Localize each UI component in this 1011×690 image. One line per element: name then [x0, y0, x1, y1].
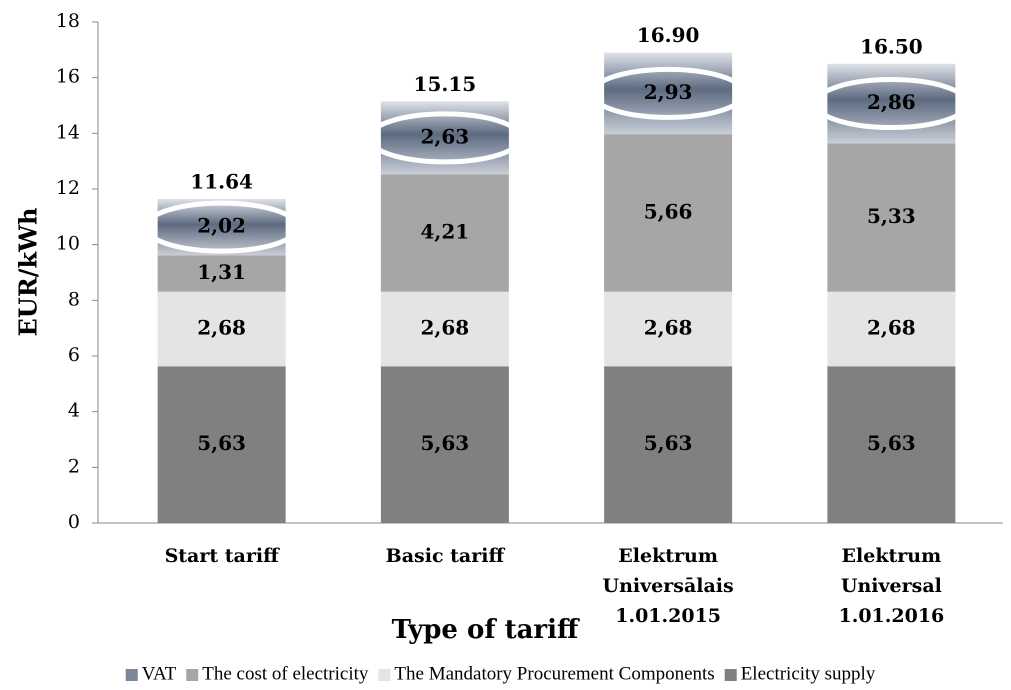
x-tick-label: Elektrum — [842, 545, 942, 567]
legend-swatch — [724, 669, 737, 681]
legend-label: Electricity supply — [741, 663, 876, 684]
bar-segment — [380, 366, 509, 523]
y-tick-label: 18 — [56, 10, 80, 32]
value-label: 5,33 — [867, 204, 916, 228]
y-tick-label: 6 — [68, 344, 80, 366]
bar-segment — [827, 291, 956, 367]
value-label: 5,63 — [867, 431, 916, 455]
value-label: 4,21 — [421, 220, 470, 244]
legend-label: VAT — [142, 663, 177, 684]
total-label: 15.15 — [414, 72, 477, 96]
value-label: 2,68 — [421, 316, 470, 340]
total-label: 16.90 — [637, 23, 700, 47]
value-label: 2,68 — [867, 316, 916, 340]
y-tick-label: 10 — [56, 233, 80, 255]
value-label: 1,31 — [197, 260, 246, 284]
bar-segment — [604, 52, 733, 135]
legend-label: The cost of electricity — [202, 663, 369, 684]
value-label: 5,63 — [197, 431, 246, 455]
y-tick-label: 2 — [68, 455, 80, 477]
value-label: 2,63 — [421, 124, 470, 148]
value-label: 2,93 — [644, 80, 693, 104]
x-tick-label: Universal — [841, 575, 942, 597]
x-axis-title: Type of tariff — [392, 615, 580, 645]
x-tick-label: Elektrum — [618, 545, 718, 567]
value-label: 2,86 — [867, 90, 916, 114]
total-label: 16.50 — [860, 34, 923, 58]
y-tick-label: 0 — [68, 511, 80, 533]
legend-swatch — [125, 669, 138, 681]
bar-segment — [827, 366, 956, 523]
x-tick-label: Universālais — [603, 575, 734, 597]
value-label: 5,63 — [421, 431, 470, 455]
bar-segment — [604, 366, 733, 523]
y-tick-label: 4 — [68, 400, 80, 422]
x-tick-label: Basic tariff — [386, 545, 506, 567]
x-tick-label: Start tariff — [165, 545, 281, 567]
value-label: 2,68 — [197, 316, 246, 340]
highlight-ring — [589, 66, 747, 120]
total-label: 11.64 — [190, 170, 253, 194]
y-axis-title: EUR/kWh — [14, 208, 43, 337]
highlight-ring — [812, 77, 970, 131]
y-tick-label: 14 — [56, 121, 80, 143]
value-label: 5,63 — [644, 431, 693, 455]
bar-segment — [827, 63, 956, 144]
bar-segment — [157, 291, 286, 367]
bar-segment — [380, 291, 509, 367]
y-tick-label: 16 — [56, 66, 80, 88]
legend-swatch — [378, 669, 391, 681]
legend-swatch — [186, 669, 199, 681]
value-label: 5,66 — [644, 199, 693, 223]
bar-segment — [604, 291, 733, 367]
bar-segment — [380, 174, 509, 292]
value-label: 2,02 — [197, 214, 246, 238]
value-label: 2,68 — [644, 316, 693, 340]
bar-segment — [827, 143, 956, 292]
x-tick-label: 1.01.2016 — [838, 605, 944, 627]
y-tick-label: 12 — [56, 177, 80, 199]
highlight-ring — [366, 111, 524, 165]
bar-segment — [157, 255, 286, 292]
highlight-ring — [143, 200, 301, 254]
y-tick-label: 8 — [68, 288, 80, 310]
x-tick-label: 1.01.2015 — [615, 605, 721, 627]
bar-segment — [157, 366, 286, 523]
legend-label: The Mandatory Procurement Components — [394, 663, 714, 684]
bar-segment — [604, 134, 733, 292]
